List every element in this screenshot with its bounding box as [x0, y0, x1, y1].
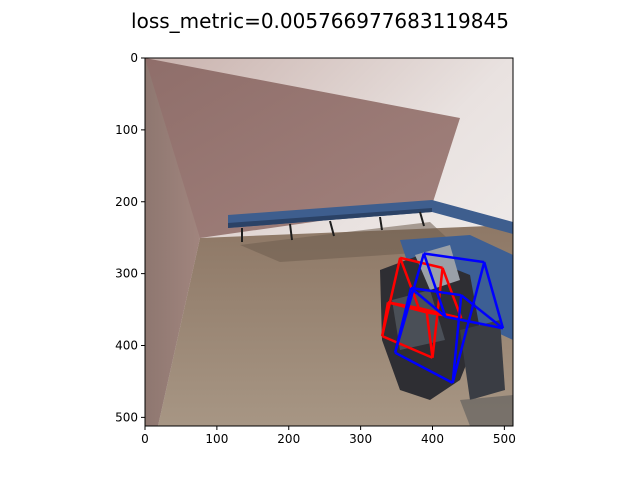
box-edge [422, 253, 447, 318]
x-axis: 0 100 200 300 400 500 [141, 426, 516, 446]
y-tick-label: 0 [130, 51, 138, 65]
x-tick-label: 0 [141, 432, 149, 446]
scene-image [145, 58, 513, 426]
box-edge [398, 257, 421, 309]
box-edge [381, 335, 433, 359]
y-tick-label: 300 [115, 267, 138, 281]
x-tick-label: 500 [493, 432, 516, 446]
box-edge [410, 286, 462, 297]
axes-frame [144, 57, 514, 427]
box-edge [445, 315, 504, 330]
y-tick-label: 200 [115, 195, 138, 209]
x-tick-label: 200 [277, 432, 300, 446]
box-edge [431, 267, 444, 358]
y-axis: 0 100 200 300 400 500 [115, 51, 145, 424]
x-tick-label: 400 [421, 432, 444, 446]
chart-title: loss_metric=0.005766977683119845 [131, 9, 509, 33]
y-tick-label: 500 [115, 410, 138, 424]
y-tick-label: 400 [115, 339, 138, 353]
box-edge [460, 294, 504, 330]
y-tick-label: 100 [115, 123, 138, 137]
box-edge [425, 312, 434, 358]
overlay-boxes [380, 252, 505, 384]
box-edge [393, 253, 426, 354]
box-edge [394, 351, 454, 384]
box-edge [387, 301, 420, 310]
bounding-box-3d [393, 252, 505, 384]
box-edge [380, 257, 402, 337]
box-edge [423, 252, 485, 264]
box-edge [483, 261, 505, 329]
x-tick-label: 100 [205, 432, 228, 446]
box-edge [410, 287, 447, 318]
x-tick-label: 300 [349, 432, 372, 446]
box-edge [451, 261, 486, 384]
box-edge [451, 295, 463, 383]
